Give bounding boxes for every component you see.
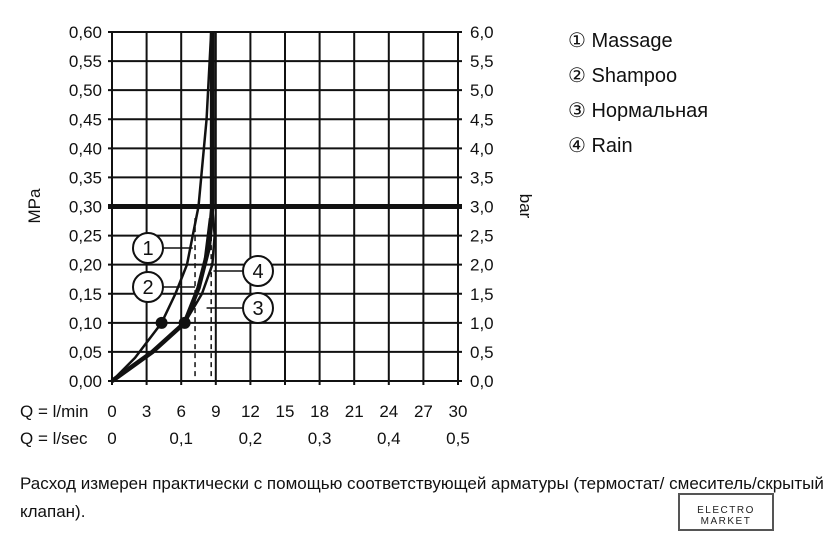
x-tick-lmin: 27 [414,402,433,421]
y-tick-mpa: 0,50 [69,81,102,100]
y-tick-bar: 0,0 [470,372,494,391]
data-marker [155,316,168,329]
x-tick-lsec: 0,4 [377,429,401,448]
x-tick-lmin: 9 [211,402,220,421]
x-tick-lmin: 21 [345,402,364,421]
x-label-lmin: Q = l/min [20,402,89,421]
legend-item-1: ① Massage [568,30,673,52]
footnote: Расход измерен практически с помощью соо… [20,474,824,521]
y-tick-bar: 2,5 [470,227,494,246]
y-tick-bar: 1,5 [470,285,494,304]
y-tick-bar: 5,5 [470,52,494,71]
y-tick-mpa: 0,60 [69,23,102,42]
x-tick-lsec: 0 [107,429,116,448]
x-tick-lmin: 3 [142,402,151,421]
series-3-line [183,206,216,324]
callout-label-2: 2 [142,277,153,299]
x-tick-lsec: 0,5 [446,429,470,448]
x-tick-lmin: 30 [449,402,468,421]
y-tick-bar: 4,5 [470,110,494,129]
y-tick-bar: 2,0 [470,256,494,275]
y-tick-bar: 3,5 [470,168,494,187]
legend-item-3: ③ Нормальная [568,100,709,122]
y-tick-bar: 1,0 [470,314,494,333]
y-tick-mpa: 0,20 [69,256,102,275]
watermark-text: ELECTRO MARKET [697,505,755,527]
y-tick-bar: 5,0 [470,81,494,100]
callout-circle-1 [132,232,164,264]
flow-chart: 0,00 0,00,05 0,50,10 1,00,15 1,50,20 2,00,25 2… [20,23,535,448]
x-tick-lsec: 0,3 [308,429,332,448]
y-tick-bar: 6,0 [470,23,494,42]
y-tick-mpa: 0,35 [69,168,102,187]
legend-item-4: ④ Rain [568,135,633,157]
watermark-logo: ELECTRO MARKET [678,493,774,531]
y-tick-mpa: 0,10 [69,314,102,333]
data-marker [178,316,191,329]
y-tick-mpa: 0,25 [69,227,102,246]
x-tick-lsec: 0,1 [169,429,193,448]
y-tick-mpa: 0,55 [69,52,102,71]
x-tick-lmin: 6 [176,402,185,421]
callout-label-1: 1 [142,238,153,260]
series-1-line [111,31,213,382]
y-tick-mpa: 0,15 [69,285,102,304]
x-tick-lmin: 0 [107,402,116,421]
callout-circle-3 [242,292,274,324]
x-tick-lmin: 15 [276,402,295,421]
y-tick-mpa: 0,30 [69,198,102,217]
y-tick-bar: 4,0 [470,139,494,158]
y-label-right: bar [516,194,535,219]
y-tick-mpa: 0,45 [69,110,102,129]
y-tick-mpa: 0,00 [69,372,102,391]
legend: ① Massage ② Shampoo ③ Нормальная ④ Rain [568,28,708,168]
callout-label-4: 4 [252,261,263,283]
callout-label-3: 3 [252,298,263,320]
callout-circle-4 [242,255,274,287]
callout-circle-2 [132,271,164,303]
x-tick-lmin: 12 [241,402,260,421]
y-tick-bar: 3,0 [470,198,494,217]
x-tick-lmin: 18 [310,402,329,421]
y-tick-mpa: 0,05 [69,343,102,362]
x-tick-lsec: 0,2 [239,429,263,448]
y-tick-bar: 0,5 [470,343,494,362]
x-tick-lmin: 24 [379,402,398,421]
y-tick-mpa: 0,40 [69,139,102,158]
legend-item-2: ② Shampoo [568,65,678,87]
y-label-left: MPa [25,188,44,224]
x-label-lsec: Q = l/sec [20,429,88,448]
